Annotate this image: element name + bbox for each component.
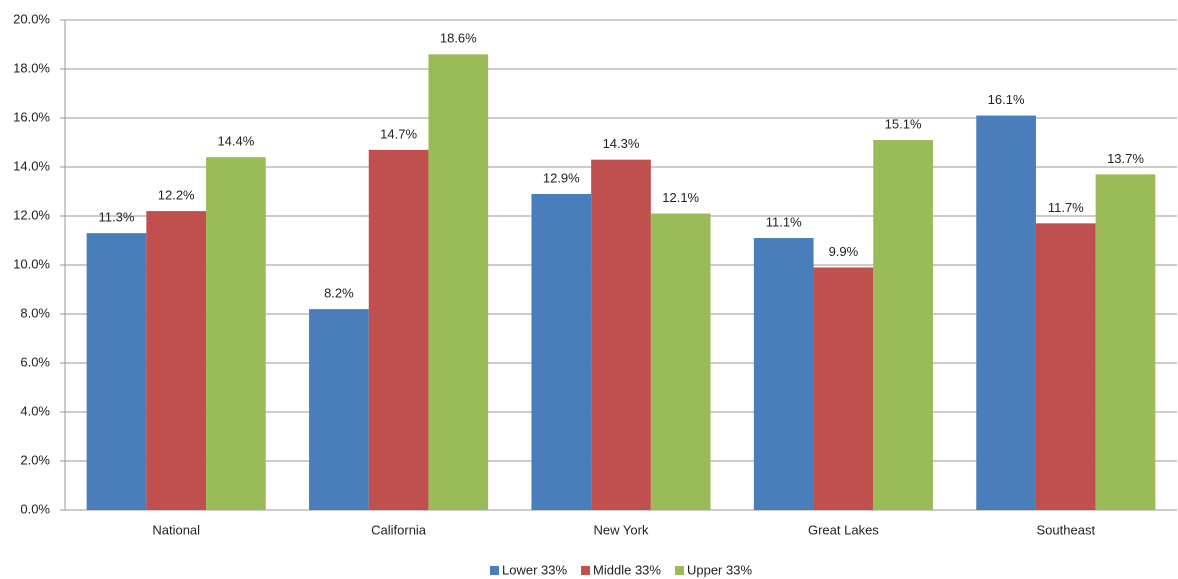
value-label: 14.3% <box>603 136 640 151</box>
bar <box>1035 223 1096 510</box>
y-tick-label: 12.0% <box>13 207 50 222</box>
y-tick-label: 20.0% <box>13 11 50 26</box>
bar <box>873 140 933 511</box>
legend-label: Upper 33% <box>687 562 752 577</box>
y-tick-label: 14.0% <box>13 158 50 173</box>
bar <box>309 309 369 510</box>
value-label: 14.4% <box>217 134 254 149</box>
bar <box>753 238 814 511</box>
y-tick-label: 0.0% <box>20 501 50 516</box>
y-tick-label: 10.0% <box>13 256 50 271</box>
bar <box>591 159 651 510</box>
bar <box>813 267 874 510</box>
legend-label: Lower 33% <box>502 562 567 577</box>
bar <box>206 157 266 510</box>
y-tick-label: 8.0% <box>20 305 50 320</box>
value-label: 16.1% <box>988 92 1025 107</box>
bar <box>428 54 489 511</box>
value-label: 15.1% <box>885 116 922 131</box>
bar <box>1095 174 1156 510</box>
bar <box>976 115 1036 511</box>
bar <box>531 193 592 510</box>
value-label: 18.6% <box>440 31 477 46</box>
value-label: 12.1% <box>662 190 699 205</box>
bar <box>86 233 147 510</box>
y-tick-label: 6.0% <box>20 354 50 369</box>
x-tick-label: National <box>152 522 200 537</box>
x-tick-label: New York <box>594 522 649 537</box>
value-label: 11.3% <box>99 210 135 225</box>
bar <box>368 149 429 510</box>
y-tick-label: 18.0% <box>13 60 50 75</box>
x-tick-label: Southeast <box>1037 522 1096 537</box>
value-label: 13.7% <box>1107 151 1144 166</box>
y-tick-label: 4.0% <box>20 403 50 418</box>
value-label: 11.1% <box>766 214 802 229</box>
y-tick-label: 16.0% <box>13 109 50 124</box>
value-label: 8.2% <box>324 286 354 301</box>
x-tick-label: California <box>371 522 427 537</box>
legend-label: Middle 33% <box>593 562 661 577</box>
value-label: 9.9% <box>829 244 859 259</box>
bar <box>146 211 207 510</box>
legend-swatch <box>674 566 684 575</box>
legend-swatch <box>581 566 591 575</box>
x-tick-label: Great Lakes <box>808 522 879 537</box>
value-label: 14.7% <box>380 126 417 141</box>
value-label: 11.7% <box>1048 200 1084 215</box>
bar <box>650 213 711 511</box>
y-tick-label: 2.0% <box>20 452 50 467</box>
legend-swatch <box>489 566 499 575</box>
value-label: 12.2% <box>158 188 195 203</box>
value-label: 12.9% <box>543 170 580 185</box>
